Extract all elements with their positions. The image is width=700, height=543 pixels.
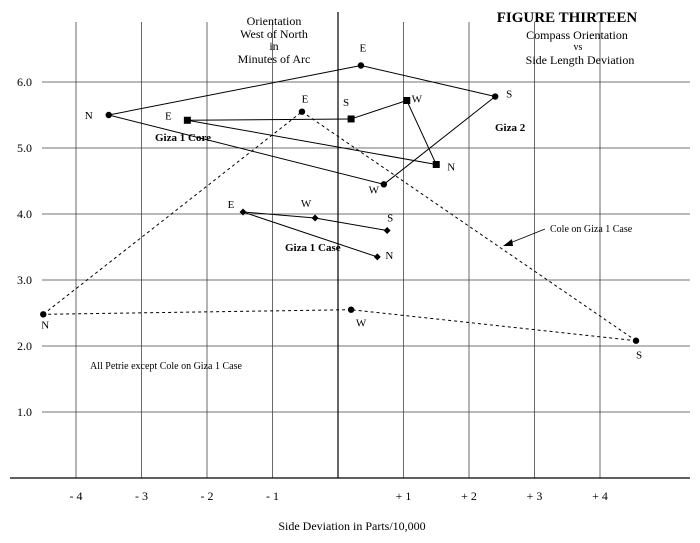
- series-line-segment: [187, 119, 437, 165]
- series-line-segment: [43, 309, 352, 315]
- ylabel-line-3: in: [269, 39, 278, 53]
- grid: [42, 22, 690, 478]
- data-point: [492, 93, 499, 100]
- annotation-petrie-note: All Petrie except Cole on Giza 1 Case: [90, 361, 242, 372]
- series-line-segment: [242, 211, 378, 258]
- data-point: [311, 214, 319, 222]
- y-tick-label: 3.0: [17, 273, 32, 287]
- x-tick-label: - 2: [201, 489, 214, 503]
- series-cole-on-giza-1-case: N E S W: [40, 94, 642, 362]
- annotation-giza1-core: Giza 1 Core: [155, 132, 211, 144]
- ylabel-line-4: Minutes of Arc: [238, 52, 311, 66]
- series-line-segment: [301, 111, 637, 342]
- series-line-segment: [242, 211, 316, 219]
- point-label: N: [447, 162, 455, 174]
- point-label: W: [301, 198, 312, 210]
- data-point: [380, 181, 388, 188]
- data-point: [383, 227, 391, 234]
- series-line-segment: [383, 96, 496, 185]
- annotation-giza1-case: Giza 1 Case: [285, 242, 341, 254]
- series-line-segment: [187, 118, 352, 121]
- point-label: S: [387, 213, 393, 225]
- point-label: W: [356, 318, 367, 330]
- series: N E S W E S W N E W S N N E S W: [40, 43, 642, 362]
- point-label: N: [85, 110, 93, 122]
- x-tick-label: + 1: [396, 489, 412, 503]
- data-point: [373, 253, 381, 261]
- x-tick-labels: - 4 - 3 - 2 - 1 + 1 + 2 + 3 + 4: [70, 489, 608, 503]
- chart-title: FIGURE THIRTEEN: [497, 10, 638, 26]
- ylabel-line-1: Orientation: [247, 14, 302, 28]
- ylabel-line-2: West of North: [240, 27, 308, 41]
- series-giza-1-core: E S W N: [165, 93, 455, 173]
- data-point: [105, 111, 112, 119]
- x-tick-label: - 3: [135, 489, 148, 503]
- y-tick-label: 1.0: [17, 405, 32, 419]
- y-tick-label: 5.0: [17, 141, 32, 155]
- point-label: S: [506, 89, 512, 101]
- data-point: [183, 116, 191, 124]
- point-label: E: [360, 43, 367, 55]
- series-line-segment: [406, 100, 437, 165]
- data-point: [298, 108, 306, 115]
- series-line-segment: [351, 309, 637, 342]
- point-label: W: [369, 184, 380, 196]
- point-label: N: [41, 319, 49, 331]
- point-label: E: [165, 110, 172, 122]
- xlabel: Side Deviation in Parts/10,000: [278, 519, 425, 533]
- series-line-segment: [108, 65, 362, 116]
- chart-subtitle-1: Compass Orientation: [526, 28, 628, 42]
- y-tick-label: 4.0: [17, 207, 32, 221]
- series-line-segment: [314, 217, 388, 231]
- chart-subtitle-2: vs: [574, 42, 583, 53]
- data-point: [347, 115, 355, 123]
- data-point: [40, 311, 47, 318]
- x-tick-label: + 4: [592, 489, 608, 503]
- point-label: E: [302, 94, 309, 106]
- data-point: [239, 208, 247, 216]
- annotation-giza2: Giza 2: [495, 122, 526, 134]
- x-tick-label: - 1: [266, 489, 279, 503]
- x-tick-label: + 2: [461, 489, 477, 503]
- y-tick-label: 2.0: [17, 339, 32, 353]
- y-tick-labels: 1.0 2.0 3.0 4.0 5.0 6.0: [17, 75, 32, 419]
- annotation-cole-arrow-line: [509, 228, 546, 244]
- x-tick-label: + 3: [527, 489, 543, 503]
- y-tick-label: 6.0: [17, 75, 32, 89]
- series-line-segment: [350, 100, 407, 120]
- data-point: [347, 306, 355, 313]
- series-line-segment: [42, 111, 303, 315]
- data-point: [403, 96, 411, 104]
- point-label: W: [412, 93, 423, 105]
- point-label: S: [343, 97, 349, 109]
- data-point: [432, 161, 440, 168]
- point-label: E: [228, 199, 235, 211]
- data-point: [357, 62, 365, 69]
- data-point: [632, 337, 640, 344]
- series-giza-2: N E S W: [85, 43, 512, 197]
- annotation-cole: Cole on Giza 1 Case: [550, 224, 633, 235]
- series-line-segment: [360, 65, 496, 98]
- series-giza-1-case: E W S N: [228, 198, 394, 262]
- point-label: S: [636, 350, 642, 362]
- chart-subtitle-3: Side Length Deviation: [526, 53, 635, 67]
- x-tick-label: - 4: [70, 489, 83, 503]
- annotation-cole-arrowhead: [503, 239, 513, 246]
- point-label: N: [385, 250, 393, 262]
- series-line-segment: [108, 114, 384, 185]
